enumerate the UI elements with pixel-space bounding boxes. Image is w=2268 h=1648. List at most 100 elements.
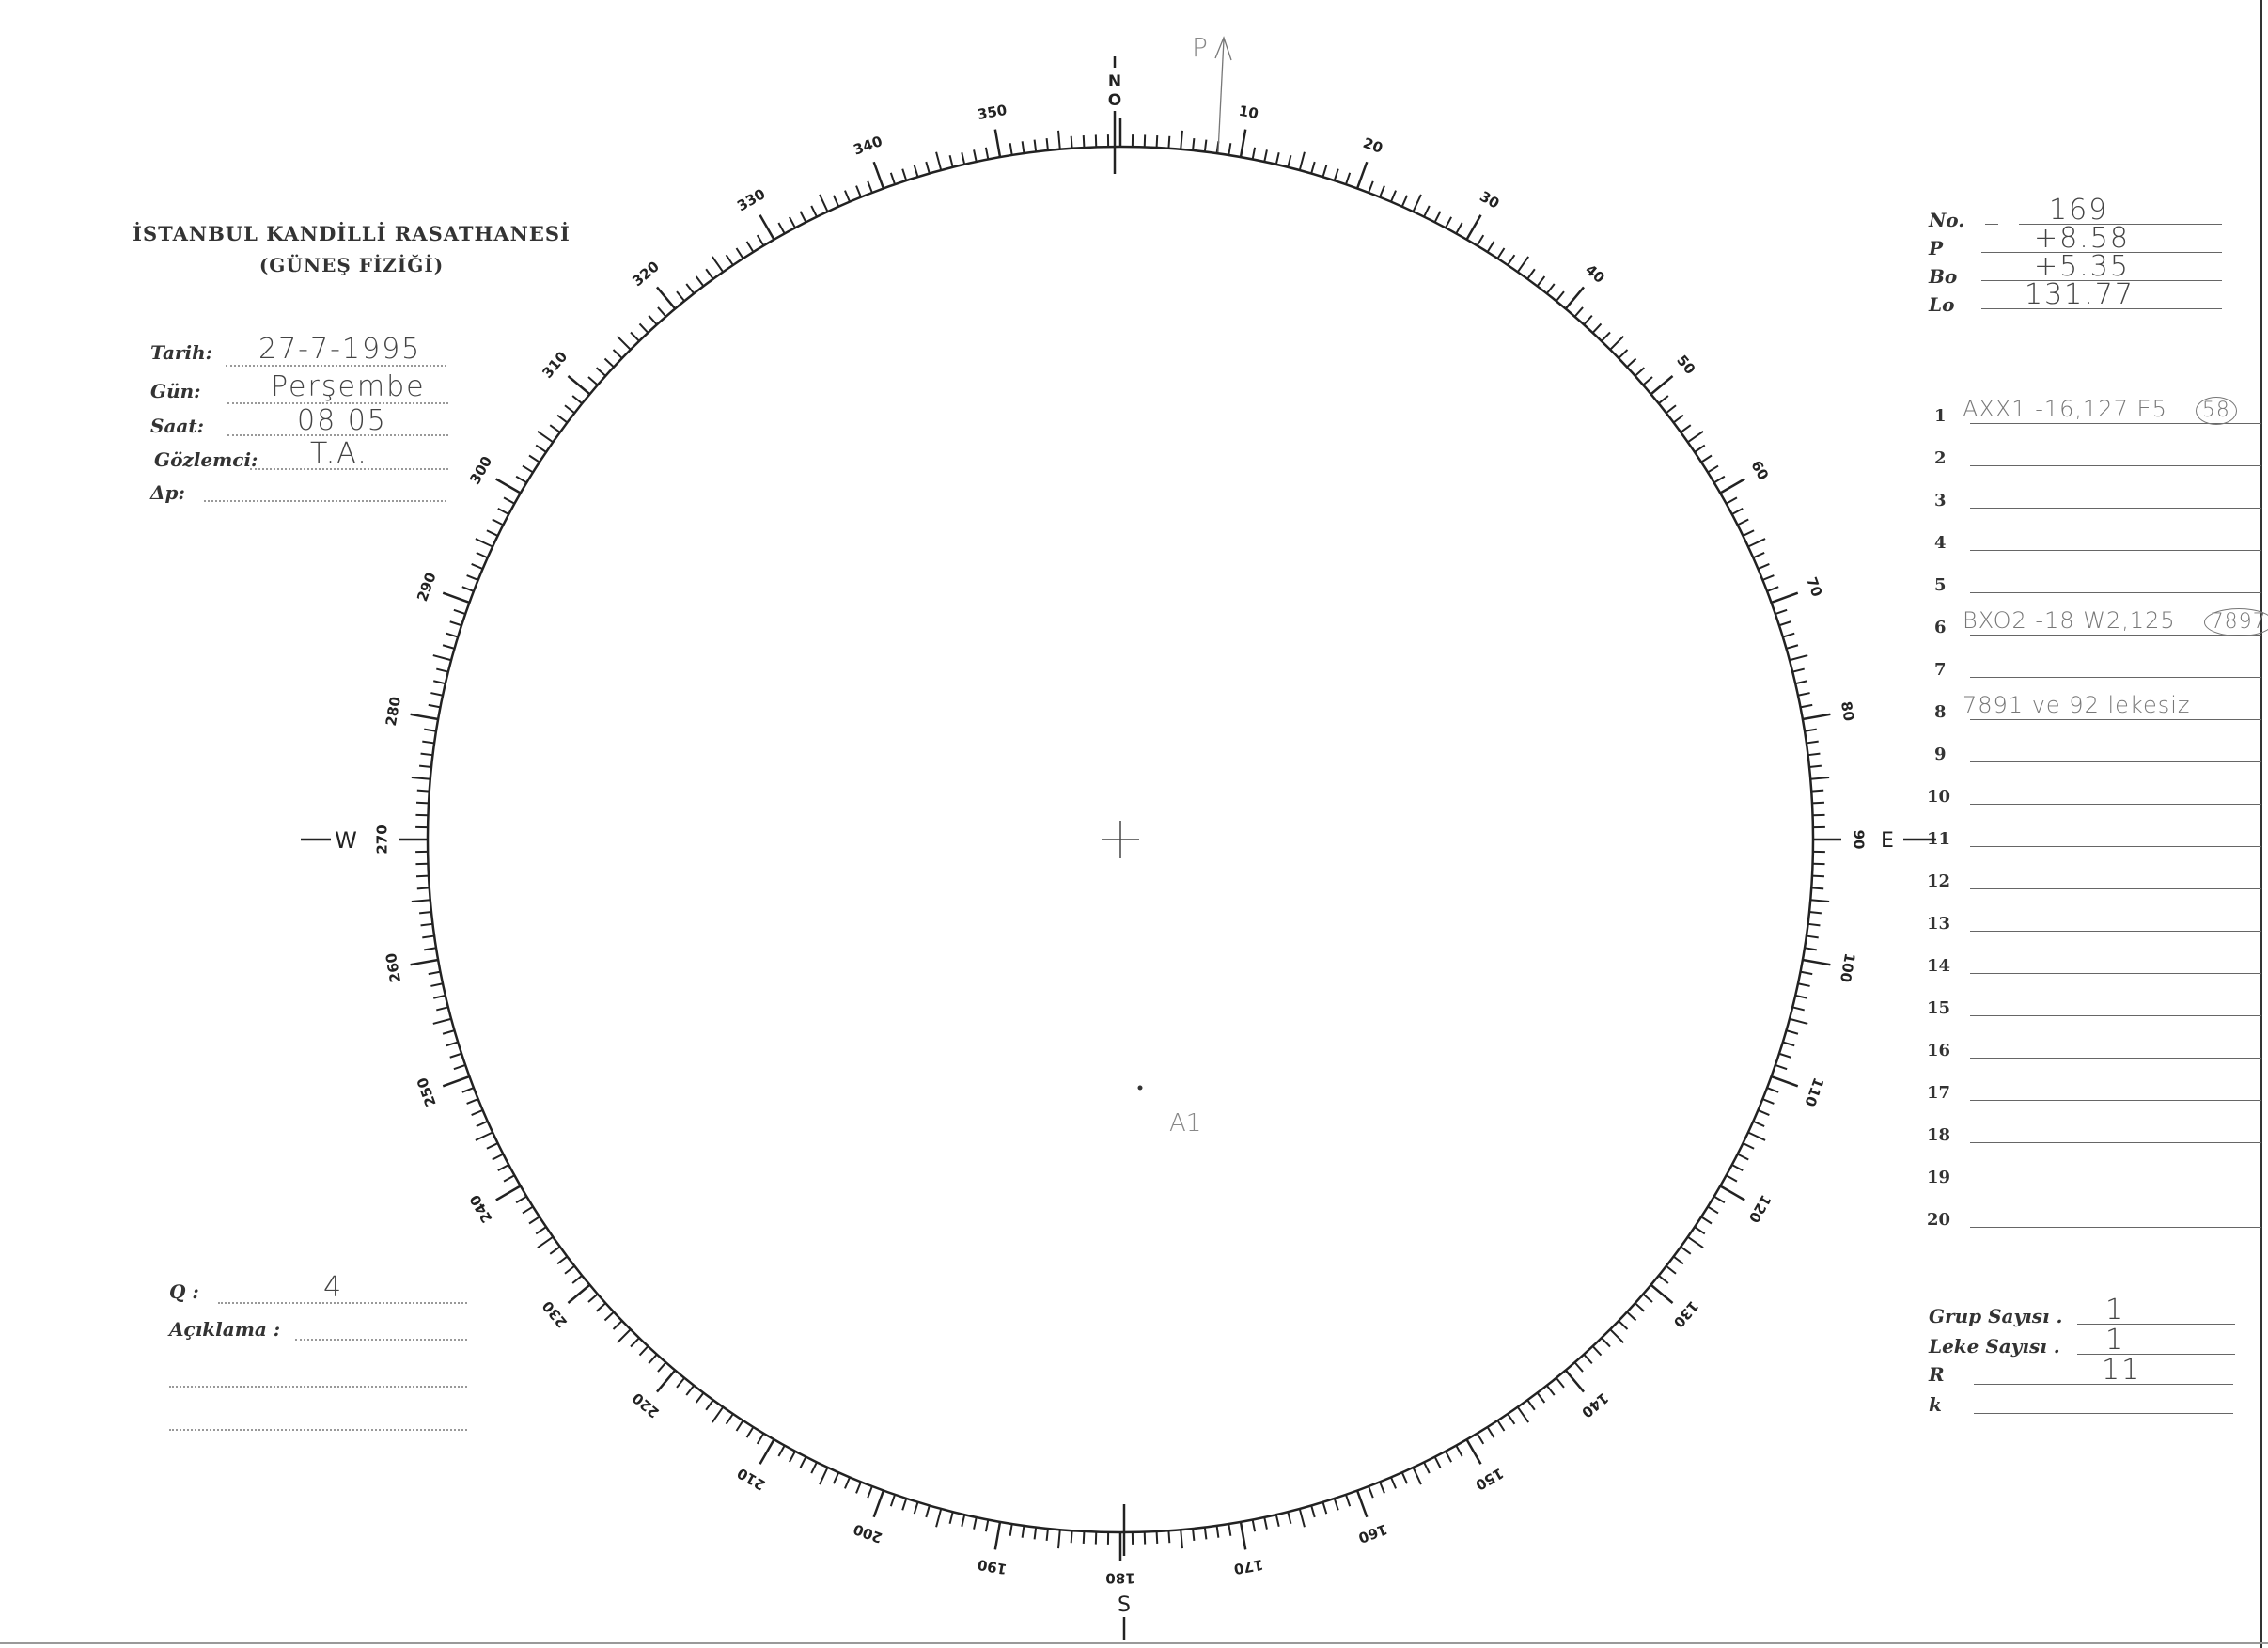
dial-tick [1333,1498,1339,1511]
dial-tick [1516,256,1530,273]
dial-tick [1057,1530,1061,1549]
dial-tick [430,692,444,697]
dial-tick [1155,1530,1159,1545]
q-value[interactable]: 4 [323,1271,344,1304]
dial-tick [617,1328,632,1343]
group-row-line [1970,1015,2261,1016]
dial-tick [535,444,547,453]
dial-tick [1810,899,1830,902]
dial-tick [1057,130,1061,149]
lo-value[interactable]: 131.77 [2025,278,2135,311]
dial-tick [522,1205,534,1215]
dial-tick [1251,147,1257,160]
dial-tick [1545,1385,1556,1396]
dial-tick [1526,1399,1536,1411]
dial-tick [756,1433,765,1445]
dial-tick [855,1481,862,1494]
dial-tick [1476,234,1485,246]
dial-tick [1694,444,1706,453]
delta-p-line [204,500,446,502]
dial-tick [1666,1264,1677,1275]
p-value[interactable]: +8.58 [2034,222,2130,255]
dial-tick [1275,151,1280,165]
group-row-entry[interactable]: AXX1 -16,127 E5 58 [1963,395,2237,425]
group-row-number: 6 [1934,618,1947,637]
spot-count-value[interactable]: 1 [2105,1324,2126,1357]
day-value[interactable]: Perşembe [271,370,426,403]
north-label: N [1108,72,1121,91]
dial-tick [436,667,449,673]
dial-tick [961,151,966,165]
group-row-number: 11 [1927,829,1951,849]
dial-tick [1766,1087,1779,1093]
institution-title: İSTANBUL KANDİLLİ RASATHANESİ [133,222,571,245]
dial-tick [745,1426,755,1438]
dial-tick [1287,155,1292,168]
dial-tick [1737,1153,1749,1161]
dial-tick [1203,1527,1208,1540]
dial-tick [432,654,452,662]
group-row-line [1970,677,2261,678]
delta-p-label: Δp: [150,481,185,504]
dial-tick [1009,143,1013,156]
dial-tick [901,1498,908,1511]
dial-tick [1747,538,1766,548]
dial-tick [1379,185,1385,198]
dial-tick [1476,1433,1485,1445]
observer-value[interactable]: T.A. [310,437,368,470]
dial-tick [695,1391,705,1404]
dial-tick [1400,1471,1408,1484]
dial-tick [1033,1527,1038,1540]
dial-tick [1806,934,1819,939]
dial-tick [416,887,430,890]
date-label: Tarih: [150,341,212,364]
dial-tick [422,740,435,745]
dial-tick [1642,376,1653,386]
dial-tick [432,680,446,685]
date-value[interactable]: 27-7-1995 [258,333,422,366]
dial-tick [1782,1041,1795,1047]
dial-tick [410,713,439,721]
dial-tick [515,1195,527,1204]
time-value[interactable]: 08 05 [297,404,387,437]
dial-tick [1507,254,1516,266]
dial-tick [471,563,483,570]
dial-degree-label: 320 [629,258,663,290]
bo-value[interactable]: +5.35 [2034,250,2130,283]
dial-tick [759,214,775,241]
dial-tick [453,1063,466,1071]
dial-degree-label: 160 [1356,1520,1390,1546]
dial-tick [1758,1109,1770,1116]
dial-tick [913,165,919,178]
dial-tick [612,349,623,359]
group-count-value[interactable]: 1 [2105,1294,2126,1326]
dial-tick [1687,430,1704,444]
dial-tick [1412,1467,1422,1485]
sunspot-a1[interactable] [1137,1085,1143,1091]
group-row-entry[interactable]: 7891 ve 92 lekesiz [1963,691,2190,719]
group-row-number: 17 [1927,1083,1951,1103]
group-row-line [1970,846,2261,847]
dial-tick [935,151,943,171]
group-row-entry[interactable]: BXO2 -18 W2,125 7897 [1963,606,2268,636]
dial-tick [1707,1205,1719,1215]
dial-tick [1797,692,1810,697]
dial-tick [1707,464,1719,474]
dial-tick [1713,1195,1726,1204]
dial-tick [1658,395,1669,404]
dial-tick [1390,190,1397,202]
dial-tick [1583,314,1593,325]
dial-tick [1368,1485,1374,1499]
no-label: No. [1929,209,1965,231]
dial-tick [1390,1477,1397,1489]
dial-tick [442,591,470,604]
no-value[interactable]: 169 [2049,194,2109,227]
dial-tick [1719,478,1745,494]
day-line [227,402,448,404]
dial-tick [503,1174,515,1183]
r-value[interactable]: 11 [2102,1354,2142,1387]
group-row-number: 8 [1934,702,1947,722]
no-dash [1985,224,1998,225]
group-row-line [1970,973,2261,974]
group-row-number: 9 [1934,745,1947,764]
